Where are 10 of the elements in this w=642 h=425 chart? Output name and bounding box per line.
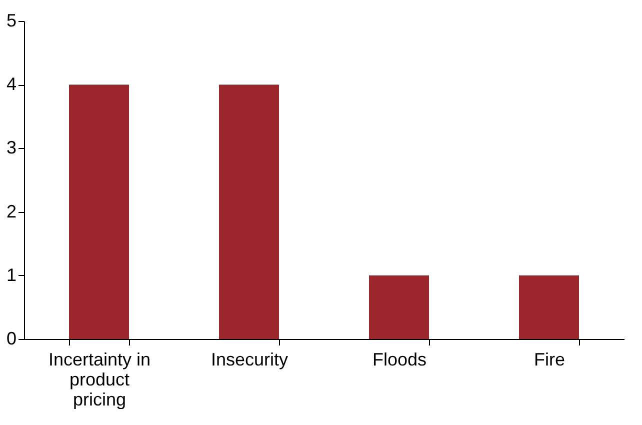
y-tick-label: 0	[6, 328, 16, 348]
y-tick-label: 3	[6, 138, 16, 158]
x-tick-label: Insecurity	[210, 350, 288, 370]
x-tick-label: Incertainty in product pricing	[48, 350, 151, 410]
x-tick-label: Floods	[372, 350, 427, 370]
y-tick-label: 1	[6, 264, 16, 285]
x-tick-label: Fire	[534, 350, 565, 370]
y-tick-label: 5	[6, 10, 16, 30]
y-tick-label: 4	[6, 74, 16, 94]
y-tick-label: 2	[6, 201, 16, 222]
